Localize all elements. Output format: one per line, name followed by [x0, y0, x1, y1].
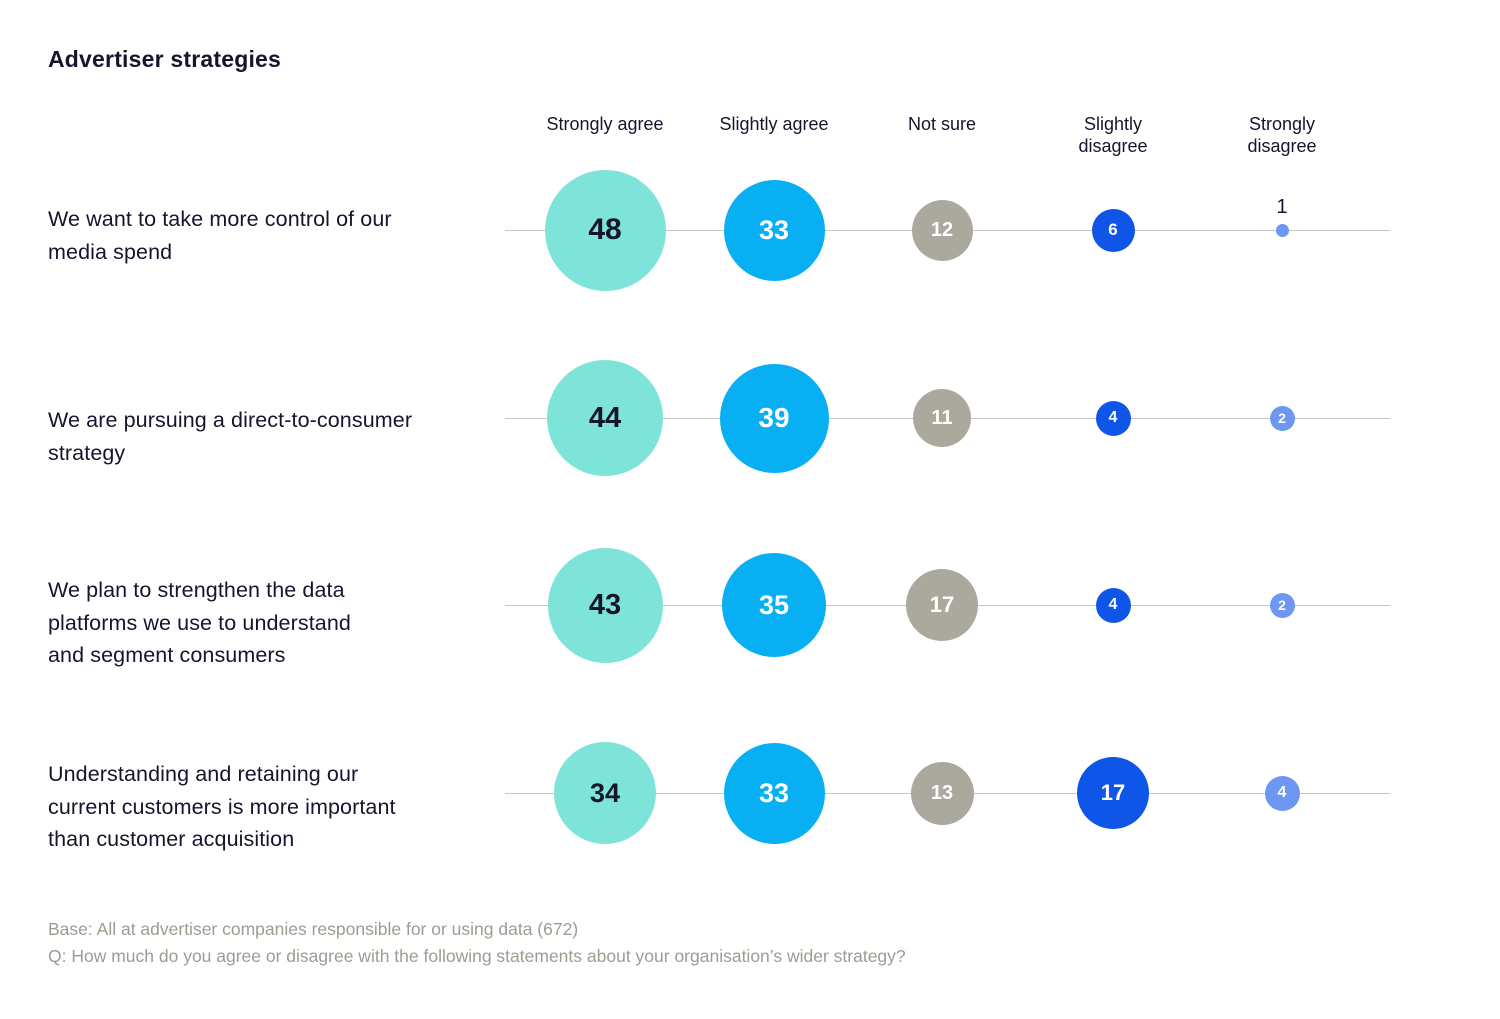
bubble-row1-strongly-disagree	[1275, 223, 1289, 237]
column-header-strongly-agree: Strongly agree	[546, 114, 664, 134]
bubble-row4-strongly-agree: 34	[554, 742, 656, 844]
footnote-base: Base: All at advertiser companies respon…	[48, 919, 579, 939]
row-label-4: Understanding and retaining our current …	[48, 762, 396, 851]
page-title: Advertiser strategies	[48, 46, 282, 72]
bubble-row2-strongly-agree: 44	[547, 360, 663, 476]
row-label-3: We plan to strengthen the data platforms…	[48, 578, 351, 667]
bubble-row1-slightly-disagree: 6	[1091, 208, 1135, 252]
column-header-slightly-disagree: Slightly disagree	[1078, 114, 1148, 156]
bubble-row2-not-sure: 11	[913, 389, 971, 447]
bubble-row1-slightly-agree: 33	[723, 179, 825, 281]
bubble-row2-slightly-disagree: 4	[1095, 400, 1131, 436]
bubble-row4-not-sure: 13	[910, 761, 974, 825]
bubble-row2-slightly-agree: 39	[719, 363, 829, 473]
footnote-question: Q: How much do you agree or disagree wit…	[48, 946, 906, 966]
bubble-row4-slightly-disagree: 17	[1077, 757, 1149, 829]
bubble-row4-strongly-disagree: 4	[1264, 775, 1300, 811]
column-header-slightly-agree: Slightly agree	[719, 114, 829, 134]
bubble-row4-slightly-agree: 33	[723, 742, 825, 844]
chart-footnote: Base: All at advertiser companies respon…	[48, 916, 906, 970]
bubble-row3-strongly-disagree: 2	[1269, 592, 1295, 618]
column-header-strongly-disagree: Strongly disagree	[1247, 114, 1317, 156]
bubble-row1-strongly-agree: 48	[544, 169, 666, 291]
row-label-2: We are pursuing a direct-to-consumer str…	[48, 408, 413, 465]
bubble-row3-slightly-agree: 35	[722, 553, 826, 657]
bubble-row1-not-sure: 12	[911, 199, 973, 261]
bubble-value-label: 1	[1276, 195, 1288, 218]
bubble-row3-slightly-disagree: 4	[1095, 587, 1131, 623]
row-label-1: We want to take more control of our medi…	[48, 207, 392, 264]
bubble-row3-strongly-agree: 43	[547, 547, 663, 663]
column-header-not-sure: Not sure	[907, 114, 977, 134]
bubble-row3-not-sure: 17	[906, 569, 978, 641]
bubble-row2-strongly-disagree: 2	[1269, 405, 1295, 431]
